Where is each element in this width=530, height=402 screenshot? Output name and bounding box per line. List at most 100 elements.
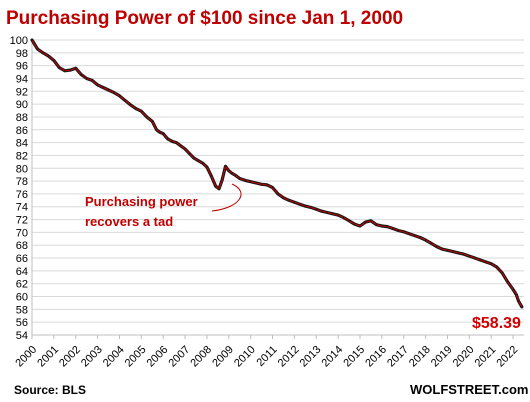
data-point [184, 148, 186, 150]
y-tick-label: 64 [16, 266, 28, 278]
data-point [118, 95, 121, 97]
x-tick-label: 2001 [35, 344, 61, 370]
y-tick-label: 80 [16, 163, 28, 175]
y-tick-label: 56 [16, 317, 28, 329]
y-tick-label: 76 [16, 189, 28, 201]
data-point [496, 266, 498, 268]
x-tick-label: 2009 [210, 344, 236, 370]
y-tick-label: 74 [16, 202, 28, 214]
chart-title: Purchasing Power of $100 since Jan 1, 20… [6, 8, 403, 29]
data-point [86, 77, 88, 80]
data-point [102, 86, 104, 89]
x-tick-label: 2002 [57, 344, 83, 370]
final-value-label: $58.39 [472, 315, 521, 332]
x-tick-label: 2008 [188, 344, 214, 370]
x-tick-label: 2007 [166, 344, 192, 370]
data-point [193, 157, 195, 159]
data-point [36, 48, 39, 50]
data-point [53, 59, 55, 62]
data-point [364, 221, 367, 223]
x-tick-label: 2004 [101, 344, 127, 370]
data-point [146, 116, 148, 118]
data-point [485, 261, 487, 263]
data-point [244, 179, 246, 181]
data-point [113, 92, 115, 94]
y-tick-label: 86 [16, 125, 28, 137]
data-point [463, 253, 465, 255]
data-point [517, 300, 520, 302]
data-point [521, 306, 523, 308]
x-tick-label: 2003 [79, 344, 105, 370]
data-point [151, 120, 153, 122]
data-point [310, 206, 312, 208]
data-point [234, 174, 236, 176]
data-point [348, 220, 350, 222]
data-point [419, 236, 421, 239]
data-point [403, 231, 405, 233]
data-point [171, 140, 173, 142]
data-point [359, 225, 361, 227]
annotation-recovery-line2: recovers a tad [85, 214, 173, 229]
data-point [167, 138, 169, 140]
data-point [75, 67, 77, 69]
x-tick-label: 2019 [429, 344, 455, 370]
data-point [321, 210, 323, 212]
x-tick-label: 2021 [473, 344, 499, 370]
data-point [218, 188, 220, 190]
x-tick-label: 2010 [232, 344, 258, 370]
data-point [315, 208, 317, 210]
data-point [343, 217, 345, 219]
data-point [332, 213, 334, 215]
data-point [386, 226, 388, 228]
y-tick-label: 68 [16, 240, 28, 252]
data-point [47, 55, 50, 57]
y-tick-label: 62 [16, 279, 28, 291]
data-point [239, 177, 241, 180]
y-tick-label: 100 [10, 35, 28, 47]
data-point [435, 245, 438, 248]
data-point [288, 199, 290, 201]
data-point [202, 162, 204, 164]
data-point [156, 129, 158, 131]
x-tick-label: 2020 [451, 344, 477, 370]
x-axis: 2000200120022003200420052006200720082009… [13, 335, 520, 370]
data-point [457, 252, 459, 254]
data-point [441, 248, 443, 250]
data-point [304, 205, 306, 207]
data-point [277, 193, 279, 195]
x-tick-label: 2011 [255, 344, 280, 369]
y-tick-label: 66 [16, 253, 28, 265]
data-point [107, 89, 110, 91]
data-point [42, 52, 44, 54]
x-tick-label: 2015 [341, 344, 367, 370]
x-tick-label: 2016 [363, 344, 389, 370]
y-tick-label: 92 [16, 86, 28, 98]
y-tick-label: 72 [16, 215, 28, 227]
annotation-callout-line [211, 183, 242, 212]
data-point [69, 69, 71, 71]
data-point [299, 203, 301, 205]
data-point [135, 108, 137, 110]
grid [31, 39, 524, 336]
data-point [58, 67, 60, 69]
data-point [250, 181, 252, 183]
data-point [140, 110, 142, 112]
data-point [501, 272, 503, 274]
y-tick-label: 96 [16, 61, 28, 73]
y-tick-label: 58 [16, 304, 28, 316]
x-tick-label: 2018 [407, 344, 433, 370]
y-axis: 1009896949290888684828078767472706866646… [10, 35, 28, 342]
data-point [468, 255, 470, 257]
data-point [261, 183, 263, 185]
data-point [381, 225, 383, 227]
data-point [408, 233, 410, 235]
data-point [210, 175, 212, 177]
data-point [337, 214, 339, 216]
data-point [446, 249, 449, 251]
data-point [425, 239, 427, 241]
data-point [124, 99, 126, 101]
data-point [188, 152, 190, 155]
annotation-recovery-line1: Purchasing power [85, 194, 198, 209]
data-point [490, 263, 492, 265]
